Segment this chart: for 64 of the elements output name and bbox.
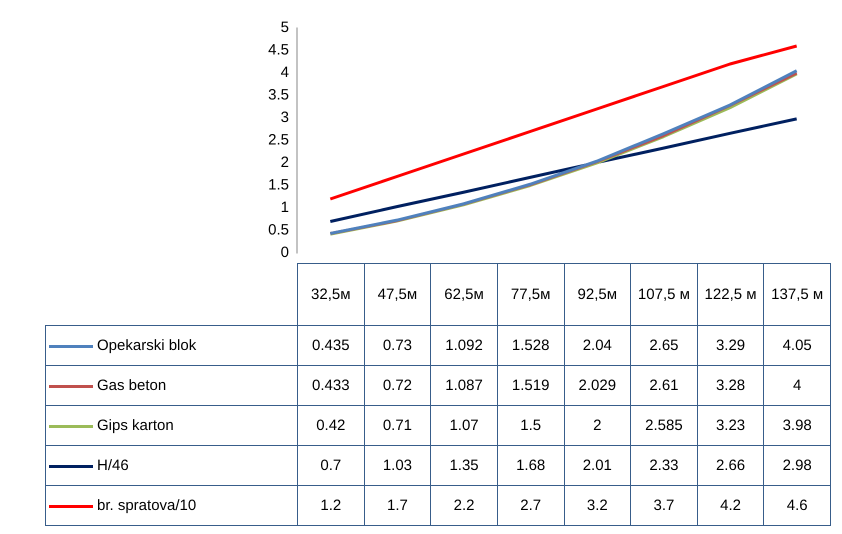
data-label: 2 [564,406,631,446]
data-label: 1.03 [364,446,431,486]
data-label: 3.2 [564,486,631,526]
y-tick-label: 5 [280,19,289,36]
data-label: 0.71 [364,406,431,446]
legend-label: br. spratova/10 [46,486,298,526]
x-tick-label: 32,5м [298,264,364,326]
data-label: 1.68 [497,446,564,486]
x-tick-label: 107,5 м [630,264,698,326]
data-label: 2.98 [764,446,830,486]
data-label: 0.7 [298,446,364,486]
data-label: 2.33 [630,446,698,486]
data-label: 1.35 [430,446,498,486]
y-tick-label: 3 [280,109,289,126]
x-tick-label: 62,5м [430,264,498,326]
y-tick-label: 0.5 [268,222,289,239]
legend-label: Gas beton [46,366,298,406]
data-label: 1.528 [497,326,564,366]
data-label: 1.2 [298,486,364,526]
x-tick-label: 47,5м [364,264,431,326]
data-label: 3.7 [630,486,698,526]
data-label: 2.66 [697,446,764,486]
data-label: 3.98 [764,406,830,446]
data-label: 2.61 [630,366,698,406]
data-label: 2.2 [430,486,498,526]
data-label: 4 [764,366,830,406]
data-label: 4.6 [764,486,830,526]
data-label: 3.28 [697,366,764,406]
data-label: 1.5 [497,406,564,446]
y-tick-label: 4.5 [268,42,289,59]
data-label: 4.2 [697,486,764,526]
legend-label: Opekarski blok [46,326,298,366]
x-tick-label: 77,5м [497,264,564,326]
data-label: 1.087 [430,366,498,406]
x-tick-label: 122,5 м [697,264,764,326]
data-label: 0.42 [298,406,364,446]
data-label: 0.72 [364,366,431,406]
y-tick-label: 4 [280,64,289,82]
data-label: 2.65 [630,326,698,366]
y-tick-label: 3.5 [268,86,289,104]
data-label: 3.29 [697,326,764,366]
legend-label: Gips karton [46,406,298,446]
y-tick-label: 1 [280,199,289,216]
data-label: 4.05 [764,326,830,366]
data-label: 1.7 [364,486,431,526]
x-tick-label: 137,5 м [764,264,830,326]
data-label: 2.029 [564,366,631,406]
data-label: 2.7 [497,486,564,526]
data-label: 1.092 [430,326,498,366]
data-label: 3.23 [697,406,764,446]
data-label: 0.73 [364,326,431,366]
data-label: 2.04 [564,326,631,366]
data-label: 0.435 [298,326,364,366]
data-label: 2.01 [564,446,631,486]
y-tick-label: 0 [280,244,289,262]
x-tick-label: 92,5м [564,264,631,326]
legend-label: H/46 [46,446,298,486]
data-label: 0.433 [298,366,364,406]
data-label: 1.07 [430,406,498,446]
y-tick-label: 2.5 [268,132,289,149]
data-label: 1.519 [497,366,564,406]
data-label: 2.585 [630,406,698,446]
y-tick-label: 2 [280,154,289,172]
y-tick-label: 1.5 [268,176,289,194]
